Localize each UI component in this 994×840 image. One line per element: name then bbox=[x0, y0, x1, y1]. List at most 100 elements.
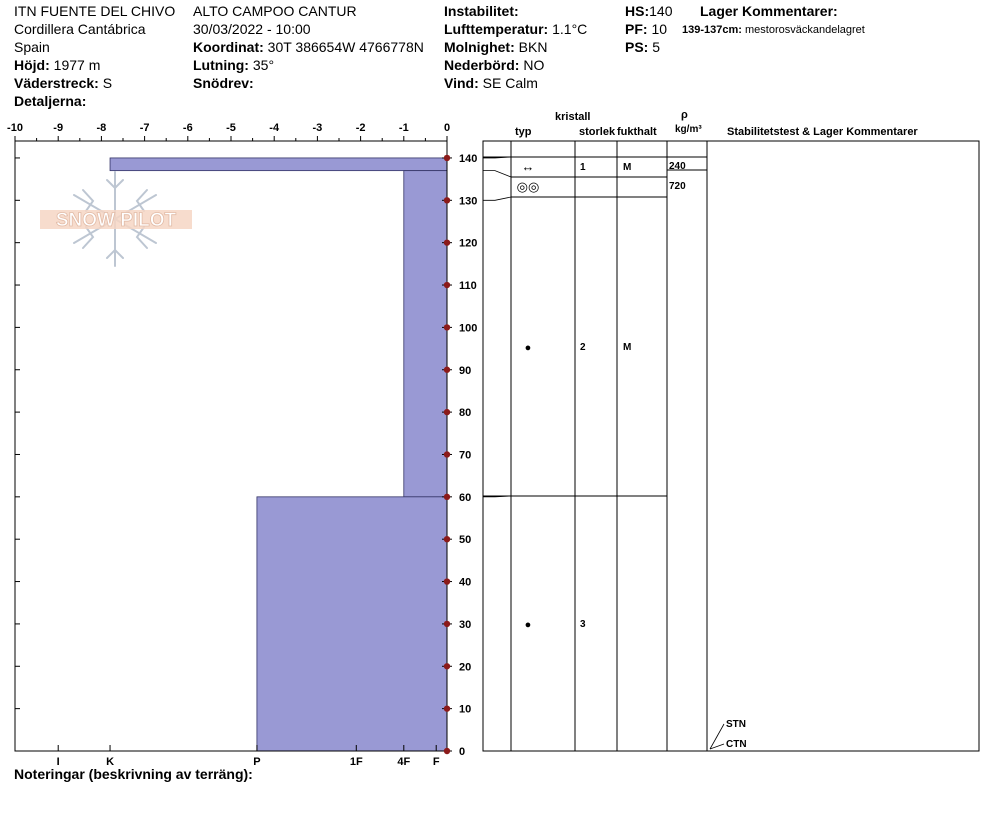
slope: Lutning: 35° bbox=[193, 57, 275, 73]
height-tick-label: 80 bbox=[459, 407, 471, 419]
temperature-point bbox=[443, 493, 451, 501]
temp-tick-label: -10 bbox=[7, 122, 23, 134]
temperature-point bbox=[443, 747, 451, 755]
temperature-point bbox=[443, 620, 451, 628]
temperature-point bbox=[443, 578, 451, 585]
air-temperature: Lufttemperatur: 1.1°C bbox=[444, 21, 588, 37]
height-tick-label: 20 bbox=[459, 661, 471, 673]
height-tick-label: 120 bbox=[459, 238, 477, 250]
crystal-size: 2 bbox=[580, 342, 586, 353]
snowpilot-logo-text: SNOW PILOT bbox=[56, 210, 177, 231]
temp-tick-label: -4 bbox=[269, 122, 280, 134]
sky-cover: Molnighet: BKN bbox=[444, 39, 548, 55]
hardness-tick-label: I bbox=[57, 756, 60, 768]
ps-value: PS: 5 bbox=[625, 39, 661, 55]
col-header-density-symbol: ρ bbox=[681, 109, 688, 121]
stability-test-label: CTN bbox=[726, 739, 747, 750]
elevation: Höjd: 1977 m bbox=[14, 57, 101, 73]
aspect: Väderstreck: S bbox=[14, 75, 113, 91]
temperature-point bbox=[443, 366, 451, 373]
crystal-size: 1 bbox=[580, 162, 586, 173]
hardness-bar-1 bbox=[403, 170, 448, 498]
site-name: ITN FUENTE DEL CHIVO bbox=[14, 3, 176, 19]
layer-comments-title: Lager Kommentarer: bbox=[700, 3, 838, 19]
col-header-comments: Stabilitetstest & Lager Kommentarer bbox=[727, 126, 918, 138]
height-tick-label: 30 bbox=[459, 619, 471, 631]
temp-tick-label: -3 bbox=[313, 122, 323, 134]
temp-tick-label: -5 bbox=[226, 122, 236, 134]
stability-test-label: STN bbox=[726, 719, 746, 730]
moisture-value: M bbox=[623, 342, 631, 353]
precipitation: Nederbörd: NO bbox=[444, 57, 545, 73]
col-header-moisture: fukthalt bbox=[617, 126, 657, 138]
col-header-type: typ bbox=[515, 126, 532, 138]
temperature-point bbox=[443, 451, 451, 458]
pf-value: PF: 10 bbox=[625, 21, 668, 37]
crystal-type-symbol: ● bbox=[525, 619, 532, 631]
hardness-tick-label: 4F bbox=[397, 756, 410, 768]
temp-tick-label: -6 bbox=[183, 122, 193, 134]
temperature-point bbox=[443, 324, 451, 331]
location-name: ALTO CAMPOO CANTUR bbox=[193, 3, 357, 19]
temperature-point bbox=[443, 197, 451, 204]
height-tick-label: 100 bbox=[459, 322, 477, 334]
stability-test-arrow bbox=[709, 723, 725, 750]
temp-tick-label: -9 bbox=[53, 122, 63, 134]
coordinates: Koordinat: 30T 386654W 4766778N bbox=[193, 39, 424, 55]
height-tick-label: 70 bbox=[459, 449, 471, 461]
hardness-tick-label: K bbox=[106, 756, 114, 768]
crystal-size: 3 bbox=[580, 619, 586, 630]
crystal-type-symbol: ↔ bbox=[522, 159, 535, 174]
height-tick-label: 130 bbox=[459, 195, 477, 207]
hardness-tick-label: 1F bbox=[350, 756, 363, 768]
hs-value: HS:140 bbox=[625, 3, 673, 19]
temperature-point bbox=[443, 705, 451, 712]
crystal-type-symbol: ◎◎ bbox=[517, 179, 540, 194]
snow-drift: Snödrev: bbox=[193, 75, 254, 91]
height-tick-label: 90 bbox=[459, 365, 471, 377]
temperature-point bbox=[443, 154, 451, 162]
hardness-bar-0 bbox=[109, 157, 448, 172]
hardness-tick-label: P bbox=[253, 756, 260, 768]
moisture-value: M bbox=[623, 162, 631, 173]
col-header-crystal: kristall bbox=[555, 111, 591, 123]
temp-tick-label: -8 bbox=[97, 122, 107, 134]
layer-comment: 139-137cm: mestorosväckandelagret bbox=[682, 24, 865, 36]
temp-tick-label: -7 bbox=[140, 122, 150, 134]
hardness-tick-label: F bbox=[433, 756, 440, 768]
temp-tick-label: -1 bbox=[399, 122, 409, 134]
height-tick-label: 110 bbox=[459, 280, 477, 292]
col-header-density-unit: kg/m³ bbox=[675, 124, 702, 135]
wind: Vind: SE Calm bbox=[444, 75, 538, 91]
details-label: Detaljerna: bbox=[14, 93, 87, 109]
height-tick-label: 140 bbox=[459, 153, 477, 165]
temperature-point bbox=[443, 663, 451, 670]
height-tick-label: 60 bbox=[459, 492, 471, 504]
layer-connector bbox=[483, 196, 512, 201]
layer-connector bbox=[483, 170, 512, 178]
height-tick-label: 0 bbox=[459, 746, 465, 758]
temp-tick-label: -2 bbox=[356, 122, 366, 134]
density-value: 240 bbox=[669, 161, 686, 172]
observation-datetime: 30/03/2022 - 10:00 bbox=[193, 21, 311, 37]
hardness-bar-2 bbox=[256, 496, 448, 752]
range-name: Cordillera Cantábrica bbox=[14, 21, 146, 37]
stability-test-arrow bbox=[709, 743, 725, 750]
instability: Instabilitet: bbox=[444, 3, 519, 19]
height-tick-label: 10 bbox=[459, 704, 471, 716]
temperature-point bbox=[443, 239, 451, 246]
table-frame bbox=[482, 140, 980, 752]
temperature-point bbox=[443, 408, 451, 416]
crystal-type-symbol: ● bbox=[525, 342, 532, 354]
temp-tick-label: 0 bbox=[444, 122, 450, 134]
snowpilot-logo: SNOW PILOT bbox=[40, 171, 192, 267]
country-name: Spain bbox=[14, 39, 50, 55]
density-value: 720 bbox=[669, 181, 686, 192]
temperature-point bbox=[443, 281, 451, 289]
col-header-size: storlek bbox=[579, 126, 616, 138]
terrain-notes-label: Noteringar (beskrivning av terräng): bbox=[14, 766, 253, 782]
height-tick-label: 40 bbox=[459, 577, 471, 589]
height-tick-label: 50 bbox=[459, 534, 471, 546]
temperature-point bbox=[443, 535, 451, 543]
